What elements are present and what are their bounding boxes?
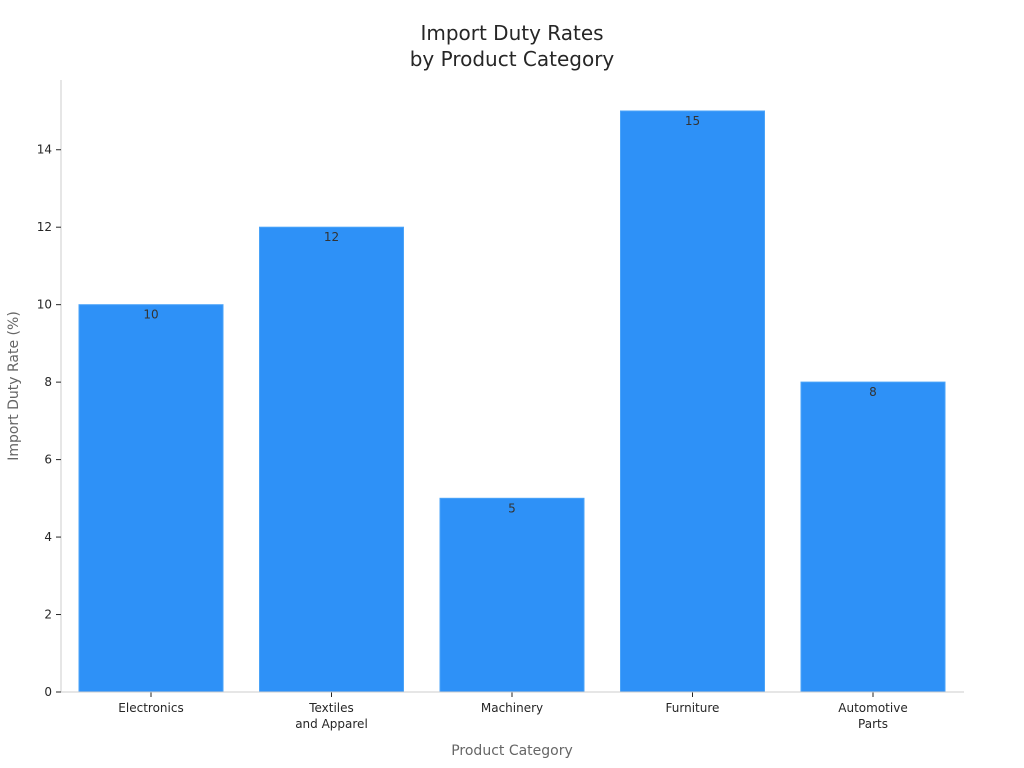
x-tick-label: Parts: [858, 717, 888, 731]
y-tick-label: 8: [44, 375, 52, 389]
x-axis: Electronics Textiles and Apparel Machinery F…: [61, 691, 964, 731]
data-label: 12: [324, 230, 339, 244]
bar: [78, 304, 224, 693]
y-tick-label: 10: [37, 298, 52, 312]
x-tick-label: and Apparel: [295, 717, 368, 731]
data-label: 10: [143, 308, 158, 322]
x-tick-label: Furniture: [666, 701, 720, 715]
y-axis: 0 2 4 6 8 10 12 14: [37, 80, 62, 699]
y-tick-label: 2: [44, 608, 52, 622]
x-tick-label: Textiles: [308, 701, 354, 715]
data-labels: 10 12 5 15 8: [143, 114, 876, 515]
chart-title-line-2: by Product Category: [410, 47, 615, 71]
bar: [439, 497, 585, 693]
y-tick-label: 0: [44, 685, 52, 699]
x-tick-label: Automotive: [838, 701, 907, 715]
y-tick-label: 14: [37, 143, 52, 157]
data-label: 5: [508, 501, 516, 515]
x-tick-label: Electronics: [118, 701, 183, 715]
bar: [259, 226, 404, 693]
y-tick-label: 4: [44, 530, 52, 544]
bars: [78, 110, 946, 693]
x-tick-label: Machinery: [481, 701, 543, 715]
bar: [620, 110, 765, 693]
x-axis-label: Product Category: [451, 743, 573, 759]
data-label: 8: [869, 385, 877, 399]
y-axis-label: Import Duty Rate (%): [6, 311, 22, 461]
chart-title-line-1: Import Duty Rates: [420, 21, 603, 45]
y-tick-label: 12: [37, 220, 52, 234]
y-tick-label: 6: [44, 453, 52, 467]
data-label: 15: [685, 114, 700, 128]
bar: [800, 381, 946, 693]
chart-title: Import Duty Rates by Product Category: [410, 21, 615, 71]
